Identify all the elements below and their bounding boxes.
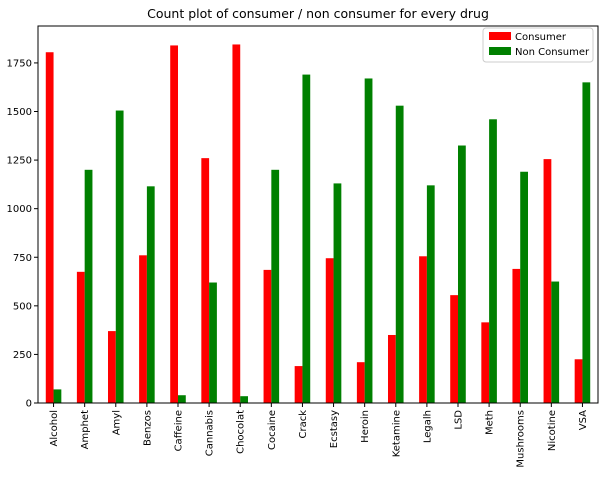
- bar-non-consumer-amyl: [115, 110, 124, 403]
- bar-non-consumer-nicotine: [551, 281, 560, 403]
- bar-non-consumer-cocaine: [271, 169, 280, 403]
- y-tick-label: 1000: [7, 204, 32, 215]
- x-tick-label: Amyl: [111, 410, 122, 435]
- bar-non-consumer-legalh: [426, 185, 435, 403]
- bar-consumer-caffeine: [170, 45, 178, 404]
- bar-consumer-amyl: [108, 331, 116, 403]
- x-tick-label: Crack: [298, 410, 309, 439]
- bar-consumer-mushrooms: [512, 268, 521, 403]
- bar-non-consumer-chocolat: [240, 396, 248, 403]
- x-tick-label: Ecstasy: [329, 410, 340, 448]
- plot-frame: [37, 25, 599, 404]
- bar-non-consumer-amphet: [84, 169, 93, 403]
- bar-non-consumer-cannabis: [209, 282, 217, 403]
- x-tick-label: VSA: [578, 410, 589, 430]
- legend-swatch-non-consumer: [489, 47, 511, 55]
- bars: [45, 44, 591, 404]
- chart-title: Count plot of consumer / non consumer fo…: [147, 6, 489, 21]
- x-tick-label: Meth: [485, 410, 496, 435]
- x-tick-label: Ketamine: [391, 410, 402, 457]
- bar-non-consumer-crack: [302, 74, 311, 404]
- x-tick-label: Amphet: [80, 410, 91, 449]
- x-tick-label: Cannabis: [205, 410, 216, 456]
- bar-consumer-cocaine: [263, 269, 272, 403]
- bar-non-consumer-vsa: [582, 82, 591, 404]
- y-tick-label: 1500: [7, 107, 32, 118]
- legend: Consumer Non Consumer: [482, 27, 594, 63]
- bar-consumer-nicotine: [543, 159, 552, 403]
- bar-consumer-ketamine: [388, 334, 396, 403]
- y-axis: 0 250 500 750 1000 1250 1500 1750: [7, 58, 38, 410]
- x-tick-label: Mushrooms: [516, 410, 527, 468]
- bar-non-consumer-lsd: [458, 145, 466, 404]
- x-axis: Alcohol Amphet Amyl Benzos Caffeine Cannabis C…: [49, 403, 589, 468]
- bar-consumer-legalh: [419, 256, 427, 403]
- x-tick-label: Cocaine: [267, 410, 278, 450]
- bar-non-consumer-mushrooms: [520, 171, 528, 403]
- x-tick-label: Nicotine: [547, 410, 558, 451]
- y-tick-label: 0: [26, 399, 32, 410]
- bar-consumer-meth: [481, 322, 490, 403]
- bar-non-consumer-alcohol: [53, 389, 62, 403]
- bar-consumer-cannabis: [201, 158, 210, 403]
- y-tick-label: 750: [13, 253, 32, 264]
- x-tick-label: Chocolat: [236, 410, 247, 454]
- bar-non-consumer-caffeine: [178, 395, 186, 403]
- bar-consumer-lsd: [450, 295, 458, 403]
- x-tick-label: Legalh: [422, 410, 433, 443]
- bar-non-consumer-ecstasy: [333, 183, 342, 403]
- legend-label-non-consumer: Non Consumer: [515, 47, 590, 58]
- bar-consumer-heroin: [356, 362, 365, 403]
- legend-label-consumer: Consumer: [515, 32, 567, 43]
- bar-non-consumer-heroin: [364, 78, 373, 404]
- bar-consumer-vsa: [574, 359, 583, 403]
- x-tick-label: Caffeine: [174, 410, 185, 451]
- bar-non-consumer-meth: [489, 119, 497, 403]
- bar-consumer-ecstasy: [325, 258, 334, 403]
- bar-consumer-benzos: [139, 255, 147, 403]
- bar-consumer-alcohol: [45, 52, 54, 404]
- x-tick-label: Benzos: [142, 410, 153, 446]
- y-tick-label: 250: [13, 350, 32, 361]
- y-tick-label: 1250: [7, 156, 32, 167]
- bar-non-consumer-benzos: [146, 186, 155, 403]
- bar-consumer-crack: [294, 366, 303, 403]
- x-tick-label: Alcohol: [49, 410, 60, 446]
- y-tick-label: 500: [13, 301, 32, 312]
- legend-swatch-consumer: [489, 32, 511, 40]
- y-tick-label: 1750: [7, 58, 32, 69]
- bar-consumer-amphet: [76, 271, 85, 403]
- x-tick-label: Heroin: [360, 410, 371, 443]
- bar-consumer-chocolat: [232, 44, 241, 404]
- bar-non-consumer-ketamine: [395, 105, 404, 403]
- x-tick-label: LSD: [454, 410, 465, 430]
